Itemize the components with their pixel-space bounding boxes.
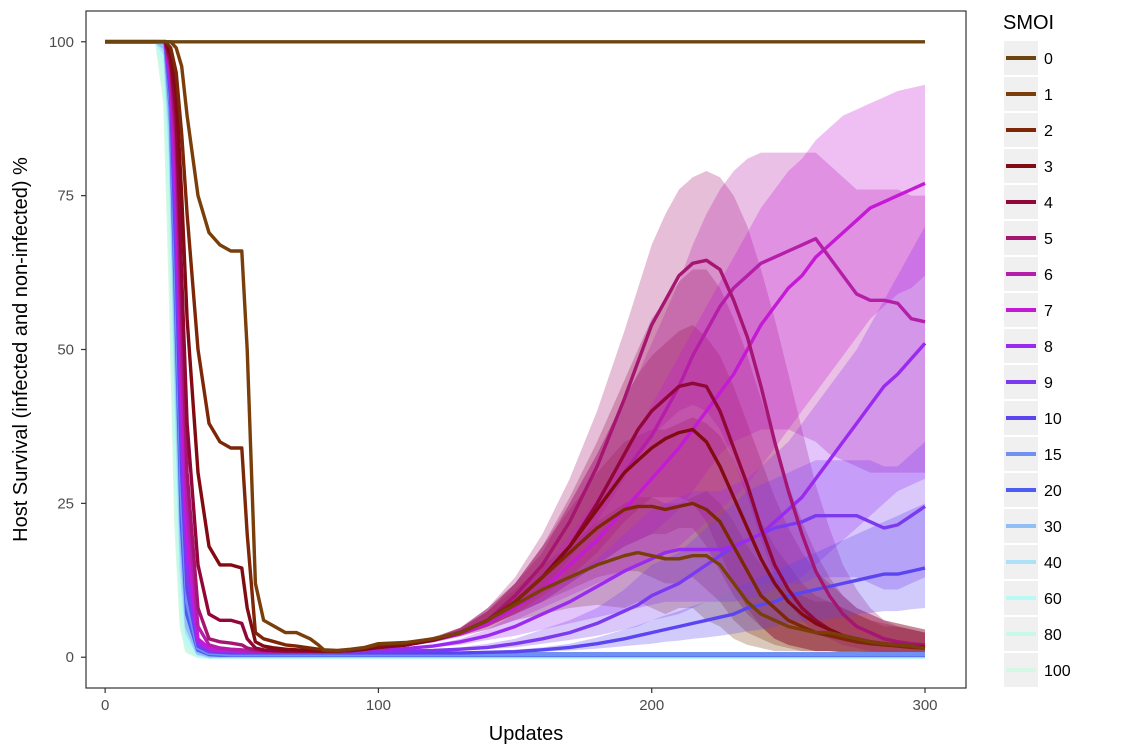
y-tick-label: 75 bbox=[57, 188, 74, 205]
legend-label: 60 bbox=[1044, 591, 1062, 608]
legend-label: 1 bbox=[1044, 87, 1053, 104]
legend: SMOI 0 1 2 3 4 5 6 7 8 9 10 15 20 30 40 60 80 100 bbox=[1003, 12, 1071, 687]
ribbon-smoi-6 bbox=[105, 41, 926, 652]
legend-label: 20 bbox=[1044, 483, 1062, 500]
ribbon-smoi-8 bbox=[105, 41, 926, 652]
legend-label: 80 bbox=[1044, 627, 1062, 644]
legend-item-smoi-10: 10 bbox=[1004, 401, 1062, 435]
legend-label: 40 bbox=[1044, 555, 1062, 572]
legend-item-smoi-0: 0 bbox=[1004, 41, 1053, 75]
legend-item-smoi-15: 15 bbox=[1004, 437, 1062, 471]
legend-item-smoi-40: 40 bbox=[1004, 545, 1062, 579]
legend-title: SMOI bbox=[1003, 12, 1054, 34]
x-tick-label: 0 bbox=[101, 697, 109, 714]
ribbon-smoi-7 bbox=[105, 41, 926, 652]
ribbon-smoi-3 bbox=[105, 41, 926, 655]
ribbon-smoi-5 bbox=[105, 41, 926, 655]
y-tick-label: 50 bbox=[57, 342, 74, 359]
x-tick-label: 200 bbox=[639, 697, 664, 714]
y-axis: 0 25 50 75 100 bbox=[49, 34, 86, 666]
x-axis-title: Updates bbox=[489, 723, 564, 745]
legend-item-smoi-2: 2 bbox=[1004, 113, 1053, 147]
legend-label: 2 bbox=[1044, 123, 1053, 140]
x-tick-label: 300 bbox=[912, 697, 937, 714]
legend-label: 3 bbox=[1044, 159, 1053, 176]
series-line-smoi-1 bbox=[105, 40, 926, 653]
legend-label: 6 bbox=[1044, 267, 1053, 284]
ribbon-smoi-10 bbox=[105, 41, 926, 653]
legend-label: 30 bbox=[1044, 519, 1062, 536]
legend-label: 10 bbox=[1044, 411, 1062, 428]
legend-label: 15 bbox=[1044, 447, 1062, 464]
legend-item-smoi-30: 30 bbox=[1004, 509, 1062, 543]
legend-label: 0 bbox=[1044, 51, 1053, 68]
legend-item-smoi-4: 4 bbox=[1004, 185, 1053, 219]
y-tick-label: 0 bbox=[66, 649, 74, 666]
legend-item-smoi-80: 80 bbox=[1004, 617, 1062, 651]
y-tick-label: 25 bbox=[57, 495, 74, 512]
legend-item-smoi-3: 3 bbox=[1004, 149, 1053, 183]
legend-item-smoi-20: 20 bbox=[1004, 473, 1062, 507]
x-axis: 0 100 200 300 bbox=[101, 688, 938, 714]
y-axis-title: Host Survival (infected and non-infected… bbox=[10, 157, 32, 542]
legend-item-smoi-1: 1 bbox=[1004, 77, 1053, 111]
legend-item-smoi-8: 8 bbox=[1004, 329, 1053, 363]
x-tick-label: 100 bbox=[366, 697, 391, 714]
legend-item-smoi-5: 5 bbox=[1004, 221, 1053, 255]
y-tick-label: 100 bbox=[49, 34, 74, 51]
legend-item-smoi-6: 6 bbox=[1004, 257, 1053, 291]
legend-label: 4 bbox=[1044, 195, 1053, 212]
legend-label: 8 bbox=[1044, 339, 1053, 356]
legend-item-smoi-9: 9 bbox=[1004, 365, 1053, 399]
legend-label: 100 bbox=[1044, 663, 1071, 680]
ribbon-smoi-4 bbox=[105, 41, 926, 655]
line-layer bbox=[105, 39, 927, 659]
legend-label: 9 bbox=[1044, 375, 1053, 392]
legend-label: 5 bbox=[1044, 231, 1053, 248]
ribbon-smoi-2 bbox=[105, 41, 926, 655]
legend-label: 7 bbox=[1044, 303, 1053, 320]
legend-item-smoi-60: 60 bbox=[1004, 581, 1062, 615]
legend-item-smoi-7: 7 bbox=[1004, 293, 1053, 327]
legend-item-smoi-100: 100 bbox=[1004, 653, 1071, 687]
ribbon-layer bbox=[105, 41, 926, 655]
